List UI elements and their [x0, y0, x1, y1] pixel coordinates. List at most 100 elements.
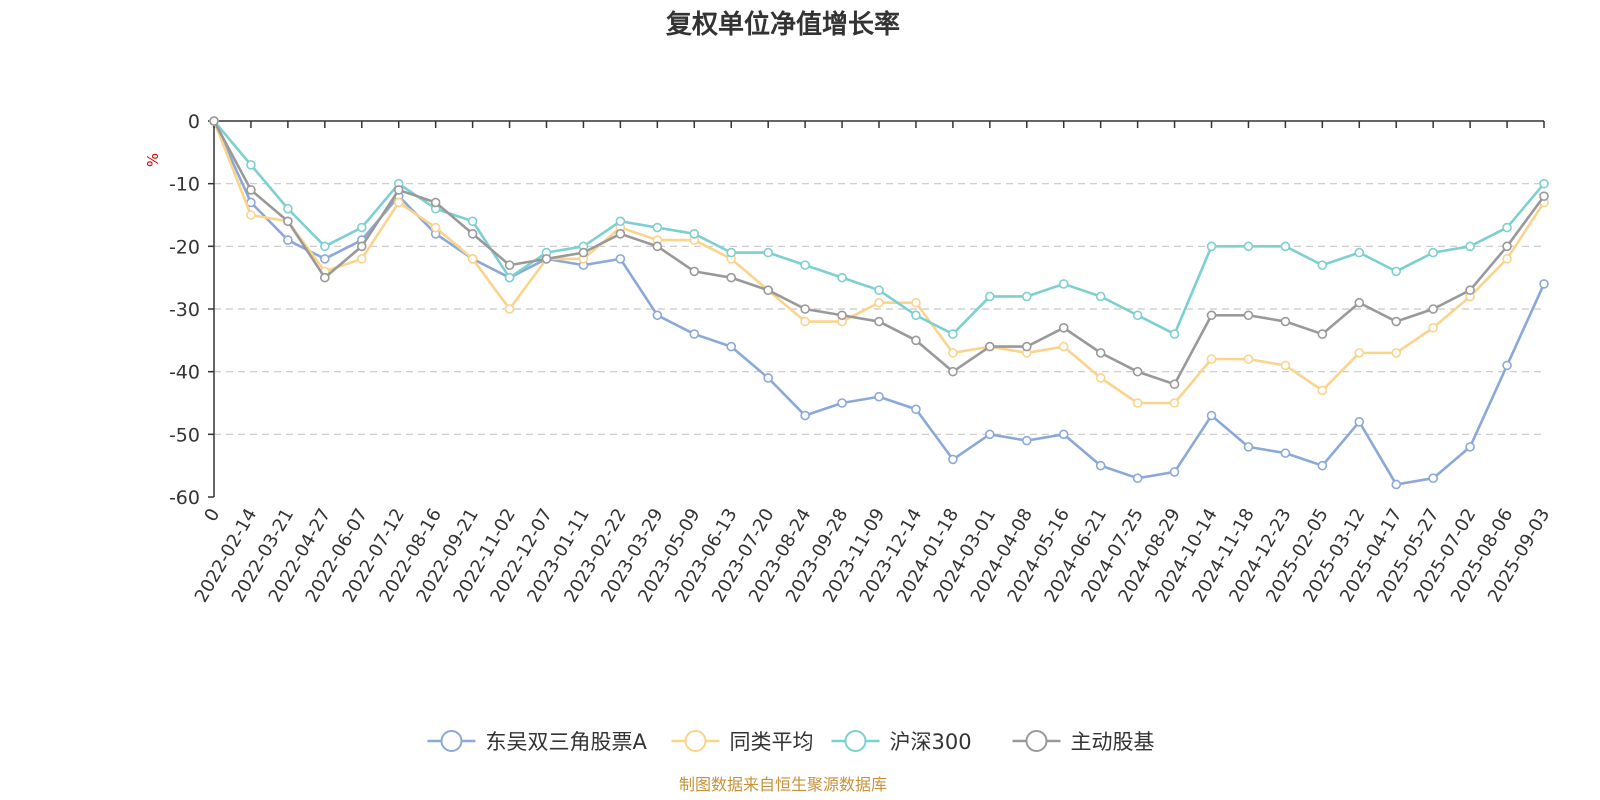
data-point[interactable]: [726, 341, 737, 352]
data-point[interactable]: [1428, 473, 1438, 484]
data-point[interactable]: [726, 247, 737, 258]
data-point[interactable]: [1428, 322, 1438, 333]
data-point[interactable]: [837, 310, 847, 321]
data-point[interactable]: [1502, 254, 1512, 264]
data-point[interactable]: [430, 222, 441, 233]
data-point[interactable]: [948, 366, 958, 377]
data-point[interactable]: [874, 316, 884, 327]
data-point[interactable]: [320, 241, 330, 252]
data-point[interactable]: [1428, 304, 1438, 314]
data-point[interactable]: [1021, 341, 1032, 352]
data-point[interactable]: [246, 210, 256, 220]
data-point[interactable]: [1465, 285, 1475, 296]
data-point[interactable]: [283, 203, 293, 214]
data-point[interactable]: [874, 297, 884, 308]
data-point[interactable]: [1317, 329, 1328, 339]
data-point[interactable]: [1391, 266, 1402, 277]
data-point[interactable]: [283, 216, 293, 227]
data-point[interactable]: [948, 454, 958, 465]
data-point[interactable]: [1465, 241, 1475, 252]
data-point[interactable]: [985, 341, 995, 352]
data-point[interactable]: [948, 329, 958, 339]
data-point[interactable]: [911, 335, 921, 346]
data-point[interactable]: [1280, 360, 1291, 371]
data-point[interactable]: [246, 185, 256, 195]
data-point[interactable]: [541, 254, 552, 264]
data-point[interactable]: [726, 272, 737, 283]
data-point[interactable]: [911, 310, 921, 321]
data-point[interactable]: [1391, 348, 1402, 358]
data-point[interactable]: [1132, 473, 1143, 484]
data-point[interactable]: [1169, 398, 1180, 408]
data-point[interactable]: [1502, 360, 1512, 371]
data-point[interactable]: [467, 254, 478, 264]
data-point[interactable]: [209, 116, 219, 126]
data-point[interactable]: [948, 348, 958, 358]
data-point[interactable]: [320, 272, 330, 283]
data-point[interactable]: [1502, 241, 1512, 252]
data-point[interactable]: [763, 373, 773, 383]
data-point[interactable]: [689, 229, 700, 239]
data-point[interactable]: [1095, 373, 1106, 383]
data-point[interactable]: [1354, 297, 1365, 308]
data-point[interactable]: [874, 285, 884, 296]
data-point[interactable]: [393, 197, 404, 208]
data-point[interactable]: [615, 216, 626, 227]
data-point[interactable]: [1428, 247, 1438, 258]
data-point[interactable]: [504, 272, 515, 283]
data-point[interactable]: [689, 266, 700, 277]
legend-item[interactable]: 同类平均: [671, 730, 814, 754]
legend[interactable]: 东吴双三角股票A 同类平均 沪深300 主动股基: [427, 730, 1155, 754]
data-point[interactable]: [1243, 241, 1254, 252]
data-point[interactable]: [1243, 310, 1254, 321]
data-point[interactable]: [356, 241, 367, 252]
data-point[interactable]: [1391, 316, 1402, 327]
data-point[interactable]: [246, 160, 256, 170]
data-point[interactable]: [356, 254, 367, 264]
data-point[interactable]: [1502, 222, 1512, 233]
data-point[interactable]: [1354, 348, 1365, 358]
data-point[interactable]: [1095, 460, 1106, 471]
data-point[interactable]: [1391, 479, 1402, 490]
data-point[interactable]: [1206, 310, 1217, 321]
data-point[interactable]: [1058, 322, 1069, 333]
data-point[interactable]: [615, 229, 626, 239]
data-point[interactable]: [652, 241, 663, 252]
data-point[interactable]: [1539, 191, 1549, 201]
data-point[interactable]: [1354, 247, 1365, 258]
data-point[interactable]: [1021, 291, 1032, 302]
data-point[interactable]: [1095, 291, 1106, 302]
data-point[interactable]: [985, 291, 995, 302]
data-point[interactable]: [1169, 467, 1180, 477]
data-point[interactable]: [1280, 316, 1291, 327]
data-point[interactable]: [1058, 429, 1069, 440]
data-point[interactable]: [911, 297, 921, 308]
data-point[interactable]: [689, 329, 700, 339]
data-point[interactable]: [1280, 448, 1291, 458]
data-point[interactable]: [911, 404, 921, 415]
data-point[interactable]: [763, 285, 773, 296]
data-point[interactable]: [837, 272, 847, 283]
data-point[interactable]: [1465, 442, 1475, 452]
data-point[interactable]: [467, 216, 478, 227]
data-point[interactable]: [356, 222, 367, 233]
data-point[interactable]: [1021, 435, 1032, 446]
data-point[interactable]: [320, 254, 330, 264]
data-point[interactable]: [504, 304, 515, 314]
data-point[interactable]: [283, 235, 293, 245]
legend-item[interactable]: 沪深300: [831, 730, 972, 754]
data-point[interactable]: [1132, 398, 1143, 408]
legend-item[interactable]: 东吴双三角股票A: [427, 730, 648, 754]
data-point[interactable]: [1132, 310, 1143, 321]
data-point[interactable]: [1280, 241, 1291, 252]
data-point[interactable]: [1317, 385, 1328, 396]
data-point[interactable]: [393, 185, 404, 195]
data-point[interactable]: [1354, 416, 1365, 427]
data-point[interactable]: [1058, 279, 1069, 289]
data-point[interactable]: [1539, 279, 1549, 289]
data-point[interactable]: [1058, 341, 1069, 352]
data-point[interactable]: [1317, 460, 1328, 471]
data-point[interactable]: [652, 222, 663, 233]
data-point[interactable]: [985, 429, 995, 440]
data-point[interactable]: [504, 260, 515, 270]
